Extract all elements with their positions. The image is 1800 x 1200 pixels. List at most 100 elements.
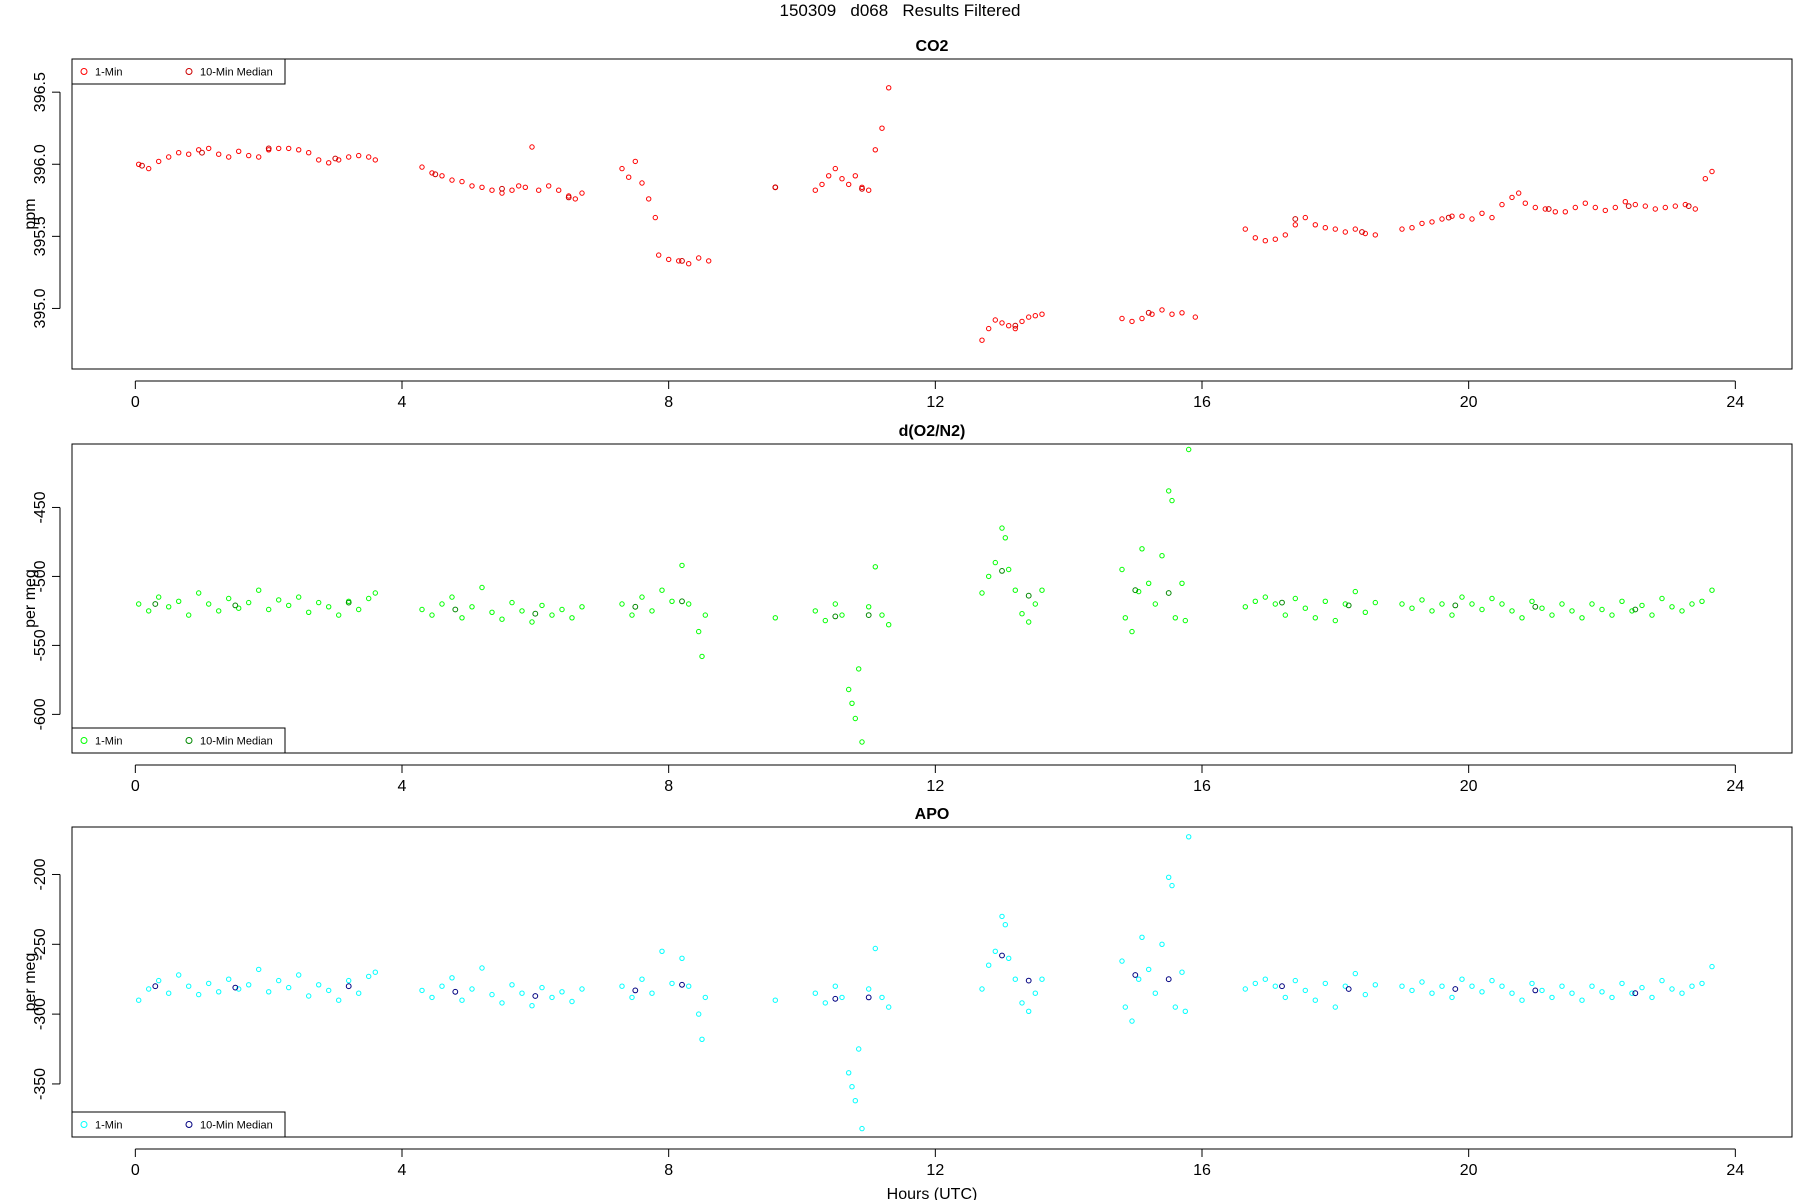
x-tick-label: 20 bbox=[1460, 778, 1478, 795]
data-point bbox=[549, 612, 555, 618]
data-point bbox=[489, 609, 495, 615]
data-point bbox=[1002, 922, 1008, 928]
data-point bbox=[686, 601, 692, 607]
data-point bbox=[639, 976, 645, 982]
data-point bbox=[549, 994, 555, 1001]
data-point bbox=[1582, 200, 1589, 206]
data-point bbox=[846, 1070, 852, 1076]
data-point bbox=[509, 982, 515, 988]
data-point bbox=[992, 948, 998, 954]
data-point bbox=[166, 990, 172, 996]
series-ten-min-median bbox=[152, 952, 1639, 1002]
legend: 1-Min 10-Min Median bbox=[71, 58, 286, 85]
data-point bbox=[459, 178, 465, 185]
data-point bbox=[452, 606, 459, 613]
data-point bbox=[1165, 976, 1172, 983]
data-point bbox=[216, 608, 222, 614]
data-point bbox=[986, 325, 992, 332]
data-point bbox=[1619, 598, 1625, 604]
data-point bbox=[659, 948, 665, 954]
data-point bbox=[986, 962, 992, 968]
data-point bbox=[152, 601, 159, 607]
data-point bbox=[1282, 994, 1289, 1001]
data-point bbox=[819, 181, 825, 188]
data-point bbox=[469, 604, 475, 610]
data-point bbox=[1469, 601, 1475, 607]
data-point bbox=[286, 602, 292, 609]
data-point bbox=[1302, 214, 1309, 221]
data-point bbox=[879, 994, 885, 1001]
data-point bbox=[266, 989, 272, 995]
data-point bbox=[1532, 987, 1539, 994]
series-one-min bbox=[136, 446, 1715, 745]
series-one-min bbox=[136, 85, 1715, 343]
data-point bbox=[429, 612, 435, 618]
series-one-min bbox=[136, 834, 1715, 1132]
data-point bbox=[1609, 994, 1615, 1001]
data-point bbox=[1169, 882, 1175, 889]
data-point bbox=[1352, 970, 1359, 977]
data-point bbox=[345, 983, 352, 990]
data-point bbox=[839, 994, 845, 1001]
data-point bbox=[1539, 605, 1545, 611]
data-point bbox=[372, 157, 378, 163]
data-point bbox=[1372, 232, 1379, 238]
data-point bbox=[872, 564, 878, 570]
data-point bbox=[1709, 587, 1715, 593]
data-point bbox=[1652, 206, 1659, 212]
data-point bbox=[1242, 226, 1249, 232]
data-point bbox=[1629, 990, 1635, 996]
data-point bbox=[696, 255, 702, 261]
data-point bbox=[1559, 983, 1565, 989]
data-point bbox=[632, 158, 638, 165]
legend-marker bbox=[80, 68, 88, 75]
data-point bbox=[1242, 604, 1249, 610]
y-tick-label: -550 bbox=[32, 629, 49, 661]
data-point bbox=[1509, 990, 1515, 996]
data-point bbox=[1632, 201, 1639, 208]
data-point bbox=[629, 612, 635, 618]
data-point bbox=[469, 986, 475, 992]
chart-title: APO bbox=[915, 806, 950, 823]
legend-label: 1-Min bbox=[95, 67, 123, 79]
data-point bbox=[536, 187, 542, 193]
data-point bbox=[286, 984, 292, 991]
data-point bbox=[1139, 546, 1145, 552]
data-point bbox=[1479, 210, 1485, 217]
data-point bbox=[886, 622, 892, 628]
data-point bbox=[832, 165, 838, 172]
data-point bbox=[1159, 307, 1165, 313]
legend-label: 1-Min bbox=[95, 1120, 123, 1132]
data-point bbox=[1559, 601, 1565, 607]
data-point bbox=[1192, 314, 1199, 320]
data-point bbox=[1242, 986, 1249, 992]
data-point bbox=[206, 145, 212, 152]
data-point bbox=[1006, 955, 1012, 961]
data-point bbox=[1279, 983, 1285, 990]
data-point bbox=[519, 990, 525, 996]
data-point bbox=[666, 256, 672, 263]
data-point bbox=[1499, 201, 1505, 208]
data-point bbox=[1419, 220, 1425, 227]
data-point bbox=[866, 604, 872, 610]
data-point bbox=[579, 604, 585, 610]
data-point bbox=[306, 150, 312, 156]
plot-frame bbox=[71, 58, 1793, 370]
x-tick-label: 8 bbox=[664, 778, 673, 795]
data-point bbox=[216, 151, 222, 157]
data-point bbox=[1345, 602, 1352, 609]
data-point bbox=[246, 599, 252, 606]
data-point bbox=[1032, 313, 1039, 319]
data-point bbox=[676, 258, 682, 264]
data-point bbox=[1292, 595, 1299, 602]
data-point bbox=[1569, 990, 1575, 996]
data-point bbox=[429, 170, 435, 176]
data-point bbox=[139, 162, 145, 169]
x-tick-label: 24 bbox=[1726, 394, 1744, 411]
y-axis-label: ppm bbox=[22, 198, 39, 229]
y-tick-label: -500 bbox=[32, 560, 49, 592]
data-point bbox=[232, 984, 239, 991]
data-point bbox=[1362, 609, 1369, 615]
data-point bbox=[839, 176, 845, 182]
data-point bbox=[372, 590, 378, 596]
